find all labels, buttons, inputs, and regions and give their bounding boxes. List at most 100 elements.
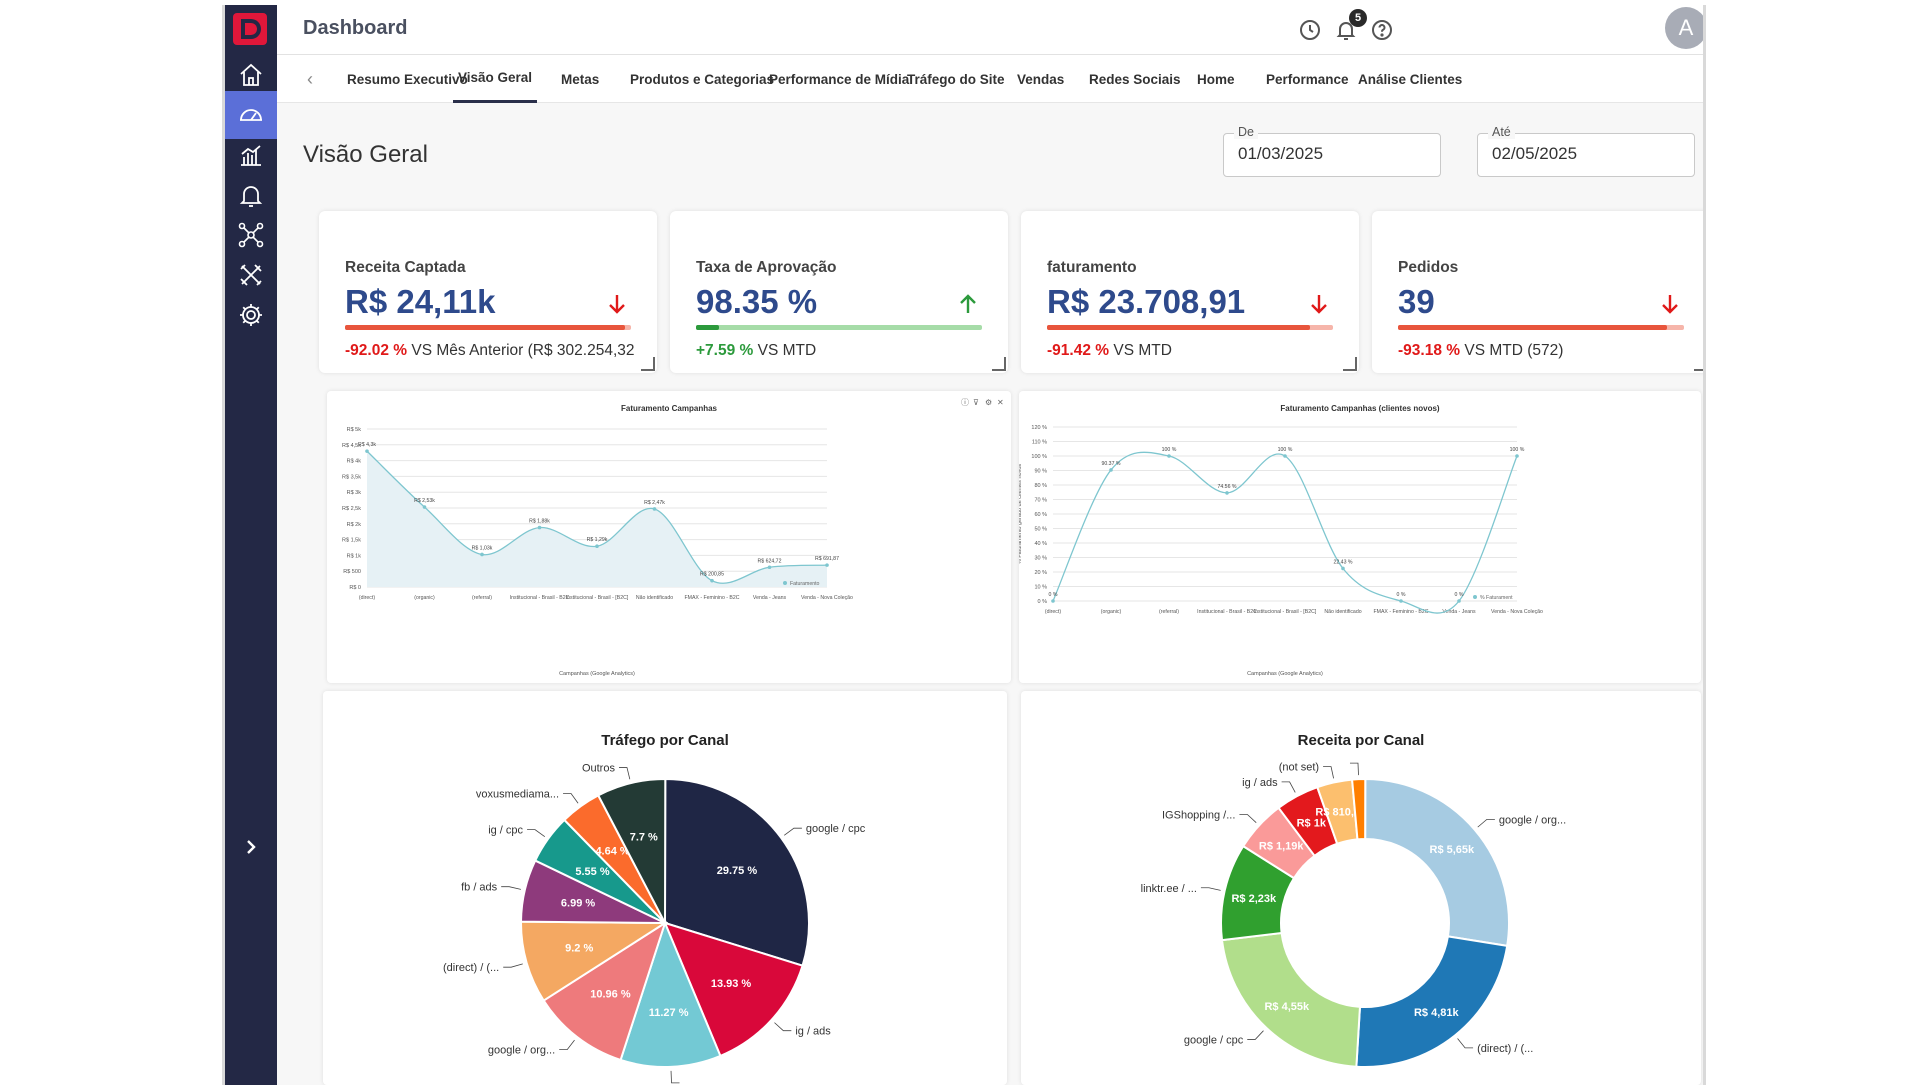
slice-name-label: google / org... (1499, 814, 1566, 826)
data-point[interactable] (595, 544, 599, 549)
pie-slice[interactable] (1364, 777, 1510, 948)
tab-performance[interactable]: Performance (1266, 71, 1349, 87)
data-point[interactable] (365, 449, 369, 453)
date-from-input[interactable] (1238, 144, 1428, 164)
date-to-label: Até (1488, 125, 1515, 139)
sidebar-expand-button[interactable] (225, 823, 277, 871)
y-axis-label: % Faturamento gerado de clientes novos (1019, 464, 1023, 565)
resize-handle[interactable] (641, 357, 655, 371)
sidebar (225, 5, 277, 1085)
avatar[interactable]: A (1665, 7, 1703, 49)
data-point[interactable] (1399, 599, 1403, 603)
help-button[interactable] (1367, 15, 1397, 45)
sidebar-item-integrations[interactable] (225, 211, 277, 259)
data-point[interactable] (1283, 454, 1287, 458)
sidebar-item-tools[interactable] (225, 251, 277, 299)
sidebar-item-analytics[interactable] (225, 131, 277, 179)
slice-name-label: linktr.ee / ... (1141, 883, 1197, 895)
data-point[interactable] (1515, 454, 1519, 458)
x-tick-label: (organic) (1101, 609, 1122, 615)
leader-line (559, 1039, 575, 1051)
tab-resumo-executivo[interactable]: Resumo Executivo (347, 71, 468, 87)
notifications-button[interactable]: 5 (1331, 9, 1367, 45)
chart-faturamento-clientes-novos: Faturamento Campanhas (clientes novos) 0 … (1019, 391, 1701, 683)
history-button[interactable] (1295, 15, 1325, 45)
data-label: R$ 1,03k (472, 545, 493, 551)
tab-metas[interactable]: Metas (561, 71, 600, 87)
data-label: R$ 4,3k (358, 442, 376, 448)
slice-value-label: R$ 1k (1297, 817, 1327, 829)
date-from-field[interactable]: De (1223, 125, 1441, 177)
tab-vendas[interactable]: Vendas (1017, 71, 1065, 87)
pie-slice[interactable] (663, 921, 804, 1058)
legend-marker (783, 581, 787, 585)
sidebar-item-alerts[interactable] (225, 171, 277, 219)
sidebar-item-dashboard[interactable] (225, 91, 277, 139)
kpi-delta-value: -91.42 % (1047, 342, 1110, 359)
data-point[interactable] (422, 505, 427, 509)
data-point[interactable] (767, 565, 772, 570)
data-point[interactable] (1457, 599, 1461, 603)
gear-icon[interactable]: ⚙ (985, 398, 992, 407)
legend-entry[interactable]: % Faturament (1480, 595, 1513, 601)
resize-handle[interactable] (1694, 357, 1703, 371)
slice-value-label: 5.55 % (575, 866, 609, 878)
date-to-input[interactable] (1492, 144, 1682, 164)
pie-slice[interactable] (1355, 935, 1509, 1068)
close-icon[interactable]: ✕ (997, 398, 1004, 407)
filter-icon[interactable]: ⊽ (973, 398, 979, 407)
info-icon[interactable]: ⓘ (961, 398, 969, 407)
pie-slice[interactable] (1351, 778, 1367, 841)
pie-slice[interactable] (520, 920, 669, 1002)
slice-name-label: fb / ads (461, 882, 498, 894)
data-point[interactable] (1341, 566, 1345, 571)
pie-slice[interactable] (663, 777, 810, 967)
pie-slice[interactable] (596, 778, 667, 924)
tab-home[interactable]: Home (1197, 71, 1235, 87)
slice-value-label: R$ 4,81k (1414, 1007, 1460, 1019)
data-point[interactable] (1167, 454, 1171, 458)
tab-trafego-do-site[interactable]: Tráfego do Site (907, 71, 1005, 87)
bell-icon (1336, 22, 1356, 40)
tab-produtos-e-categorias[interactable]: Produtos e Categorias (630, 71, 775, 87)
x-tick-label: (referral) (472, 595, 492, 601)
page-title: Visão Geral (303, 141, 428, 168)
kpi-delta-suffix: VS Mês Anterior (R$ 302.254,32 (407, 342, 635, 359)
data-point[interactable] (652, 507, 657, 511)
resize-handle[interactable] (992, 357, 1006, 371)
sidebar-item-settings[interactable] (225, 291, 277, 339)
sidebar-item-home[interactable] (225, 51, 277, 99)
data-point[interactable] (480, 552, 484, 557)
data-point[interactable] (825, 563, 829, 567)
y-tick-label: R$ 3k (347, 490, 362, 496)
resize-handle[interactable] (1343, 357, 1357, 371)
data-point[interactable] (1109, 468, 1113, 472)
pie-slice[interactable] (1220, 931, 1362, 1068)
data-label: 90.37 % (1101, 461, 1120, 467)
data-point[interactable] (1225, 491, 1229, 495)
legend-entry[interactable]: Faturamento (790, 581, 820, 587)
tab-visao-geral[interactable]: Visão Geral (453, 55, 537, 103)
pie-slice[interactable] (542, 920, 667, 1062)
pie-chart-trafego-por-canal: Tráfego por Canal 29.75 % google / cpc 13.9… (443, 732, 866, 1084)
data-label: 74.56 % (1217, 484, 1236, 490)
slice-name-label: (direct) / (... (443, 962, 499, 974)
x-axis-label: Campanhas (Google Analytics) (559, 671, 635, 677)
data-point[interactable] (710, 578, 714, 583)
kpi-title: Receita Captada (345, 259, 466, 276)
data-label: R$ 624,72 (758, 558, 782, 564)
data-point[interactable] (537, 525, 542, 530)
help-icon (1372, 20, 1392, 40)
tab-redes-sociais[interactable]: Redes Sociais (1089, 71, 1181, 87)
tab-bar: ‹ Resumo Executivo Visão Geral Metas Pro… (277, 55, 1703, 103)
data-point[interactable] (1051, 599, 1055, 603)
kpi-delta-suffix: VS MTD (572) (1460, 342, 1564, 359)
date-to-field[interactable]: Até (1477, 125, 1695, 177)
tab-analise-clientes[interactable]: Análise Clientes (1358, 71, 1463, 87)
tabs-scroll-left-icon[interactable]: ‹ (307, 69, 313, 89)
tab-performance-de-midia[interactable]: Performance de Mídia (769, 71, 910, 87)
pie-slice[interactable] (619, 920, 722, 1068)
leader-line (1239, 814, 1257, 823)
x-tick-label: Institucional - Brasil - B2C (1197, 609, 1257, 615)
y-tick-label: 80 % (1034, 483, 1047, 489)
